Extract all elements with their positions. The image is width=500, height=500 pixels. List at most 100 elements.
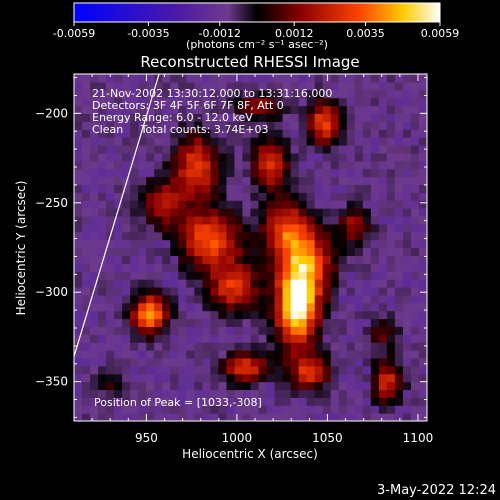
heatmap-cell	[266, 105, 276, 115]
heatmap-cell	[410, 255, 420, 264]
heatmap-cell	[114, 310, 123, 320]
heatmap-cell	[274, 152, 284, 162]
heatmap-cell	[274, 279, 284, 288]
heatmap-cell	[274, 318, 284, 327]
heatmap-cell	[338, 381, 348, 391]
heatmap-cell	[266, 286, 276, 296]
heatmap-cell	[226, 318, 236, 327]
heatmap-cell	[250, 81, 260, 91]
heatmap-cell	[418, 357, 427, 367]
heatmap-cell	[162, 160, 171, 170]
heatmap-cell	[370, 239, 380, 249]
heatmap-cell	[354, 286, 364, 296]
heatmap-cell	[274, 105, 284, 115]
heatmap-cell	[210, 184, 220, 193]
heatmap-cell	[346, 413, 356, 421]
heatmap-cell	[186, 310, 195, 320]
heatmap-cell	[98, 397, 107, 406]
heatmap-cell	[418, 263, 427, 272]
heatmap-cell	[210, 208, 220, 217]
heatmap-cell	[314, 342, 324, 351]
heatmap-cell	[82, 129, 91, 138]
heatmap-cell	[402, 318, 412, 327]
heatmap-cell	[258, 350, 268, 359]
heatmap-cell	[242, 357, 252, 367]
heatmap-cell	[210, 81, 220, 91]
heatmap-cell	[170, 373, 179, 383]
heatmap-cell	[210, 144, 220, 154]
heatmap-cell	[178, 223, 187, 233]
heatmap-cell	[266, 184, 276, 193]
heatmap-cell	[130, 405, 139, 414]
heatmap-cell	[370, 168, 380, 178]
heatmap-cell	[258, 373, 268, 383]
heatmap-cell	[290, 223, 300, 233]
heatmap-cell	[258, 144, 268, 154]
heatmap-cell	[106, 160, 115, 170]
heatmap-cell	[378, 160, 388, 170]
heatmap-cell	[314, 263, 324, 272]
heatmap-cell	[378, 113, 388, 122]
heatmap-cell	[130, 223, 139, 233]
heatmap-cell	[138, 223, 147, 233]
heatmap-cell	[314, 389, 324, 398]
heatmap-cell	[74, 144, 83, 154]
heatmap-cell	[354, 137, 364, 146]
heatmap-cell	[154, 231, 163, 241]
heatmap-cell	[242, 239, 252, 249]
heatmap-cell	[394, 74, 404, 83]
heatmap-cell	[154, 302, 163, 312]
heatmap-cell	[146, 365, 155, 375]
heatmap-cell	[266, 223, 276, 233]
heatmap-cell	[354, 160, 364, 170]
heatmap-cell	[242, 208, 252, 217]
heatmap-cell	[394, 255, 404, 264]
heatmap-cell	[266, 389, 276, 398]
colorbar-tick-label: 0.0012	[275, 27, 314, 40]
heatmap-cell	[274, 413, 284, 421]
heatmap-cell	[362, 121, 372, 130]
heatmap-cell	[306, 389, 316, 398]
heatmap-cell	[298, 373, 308, 383]
heatmap-cell	[298, 200, 308, 209]
heatmap-cell	[378, 389, 388, 398]
heatmap-cell	[82, 357, 91, 367]
heatmap-cell	[170, 302, 179, 312]
heatmap-cell	[106, 294, 115, 304]
heatmap-cell	[242, 302, 252, 312]
heatmap-cell	[418, 334, 427, 343]
heatmap-cell	[338, 152, 348, 162]
heatmap-cell	[410, 231, 420, 241]
heatmap-cell	[322, 192, 332, 201]
heatmap-cell	[314, 271, 324, 280]
heatmap-cell	[194, 271, 203, 280]
heatmap-cell	[146, 176, 155, 186]
heatmap-cell	[258, 334, 268, 343]
heatmap-cell	[98, 192, 107, 201]
heatmap-cell	[138, 200, 147, 209]
heatmap-cell	[330, 89, 340, 99]
heatmap-cell	[162, 113, 171, 122]
heatmap-cell	[202, 160, 211, 170]
heatmap-cell	[354, 247, 364, 256]
heatmap-cell	[226, 255, 236, 264]
heatmap-cell	[410, 105, 420, 115]
heatmap-cell	[354, 405, 364, 414]
heatmap-cell	[106, 318, 115, 327]
heatmap-cell	[306, 263, 316, 272]
heatmap-cell	[154, 389, 163, 398]
heatmap-cell	[298, 397, 308, 406]
heatmap-cell	[170, 350, 179, 359]
heatmap-cell	[178, 310, 187, 320]
heatmap-cell	[274, 263, 284, 272]
heatmap-cell	[282, 137, 292, 146]
heatmap-cell	[346, 168, 356, 178]
heatmap-cell	[130, 365, 139, 375]
heatmap-cell	[306, 74, 316, 83]
heatmap-cell	[154, 113, 163, 122]
heatmap-cell	[298, 152, 308, 162]
heatmap-cell	[362, 160, 372, 170]
heatmap-cell	[218, 144, 228, 154]
heatmap-cell	[330, 74, 340, 83]
heatmap-cell	[82, 168, 91, 178]
